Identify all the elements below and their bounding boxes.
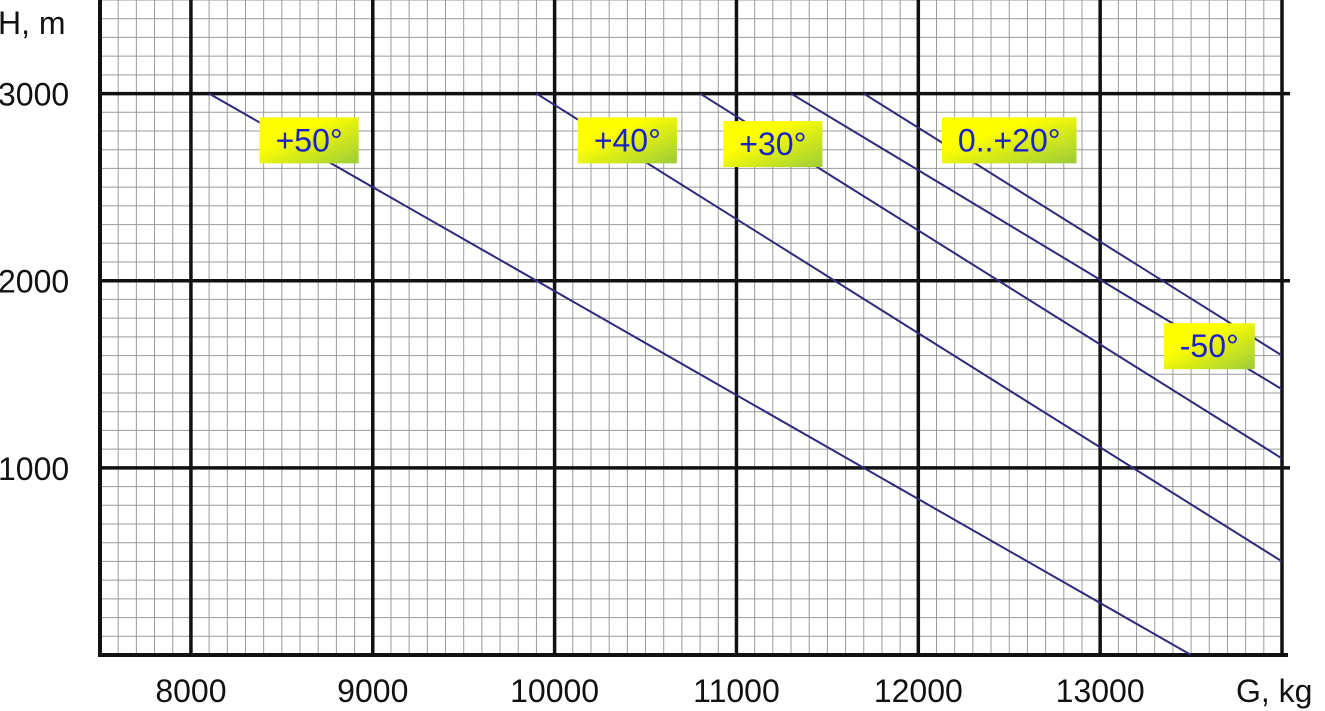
series-line-0 — [208, 92, 1192, 655]
tick-labels: 8000 9000 10000 11000 12000 13000 1000 2000 3000 — [0, 77, 1145, 709]
series-label-1: +40° — [577, 117, 677, 164]
annotations: +50° +40° +30° 0..+20° -50° — [259, 117, 1255, 370]
series-label-2: +30° — [723, 121, 823, 168]
y-axis-label: H, m — [0, 5, 66, 41]
series-label-text: +50° — [276, 122, 343, 158]
series-label-text: +30° — [739, 126, 806, 162]
x-axis-label: G, kg — [1236, 673, 1312, 709]
x-tick-label: 10000 — [510, 673, 599, 709]
series-label-box — [723, 121, 823, 168]
series-line-4 — [863, 92, 1282, 357]
series-label-box — [1163, 323, 1255, 370]
series-label-0: +50° — [259, 117, 359, 164]
series-label-text: 0..+20° — [958, 122, 1061, 158]
series-line-1 — [535, 92, 1282, 563]
series-label-4: -50° — [1163, 323, 1255, 370]
x-tick-label: 9000 — [337, 673, 408, 709]
x-tick-label: 12000 — [874, 673, 963, 709]
minor-grid — [99, 0, 1283, 656]
series-label-3: 0..+20° — [941, 117, 1077, 164]
y-tick-label: 2000 — [0, 264, 69, 300]
x-tick-label: 8000 — [155, 673, 226, 709]
series-label-text: +40° — [594, 122, 661, 158]
y-tick-label: 3000 — [0, 77, 69, 113]
series-label-text: -50° — [1180, 328, 1239, 364]
major-grid — [100, 0, 1290, 655]
x-tick-label: 13000 — [1056, 673, 1145, 709]
series-label-box — [941, 117, 1077, 164]
y-tick-label: 1000 — [0, 451, 69, 487]
series-label-box — [577, 117, 677, 164]
series-label-box — [259, 117, 359, 164]
axes — [98, 0, 1288, 657]
x-tick-label: 11000 — [693, 673, 780, 709]
